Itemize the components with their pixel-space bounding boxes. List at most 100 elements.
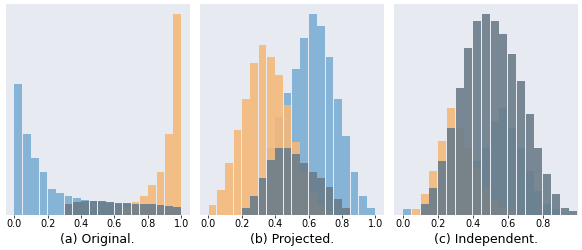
Bar <box>56 194 64 214</box>
Bar <box>464 48 473 214</box>
Bar <box>90 201 97 214</box>
Bar <box>115 204 122 214</box>
Bar <box>292 69 300 214</box>
Bar <box>430 188 437 214</box>
Bar <box>258 178 267 214</box>
Bar <box>123 207 131 214</box>
Bar <box>300 172 308 214</box>
Bar <box>526 114 534 214</box>
Bar <box>421 194 428 214</box>
Bar <box>317 26 325 214</box>
Bar <box>456 128 464 214</box>
Bar <box>140 196 148 214</box>
Bar <box>403 210 411 214</box>
Bar <box>491 201 499 214</box>
Bar <box>367 208 375 214</box>
Bar <box>421 204 428 214</box>
Bar <box>499 208 508 214</box>
Bar <box>560 208 569 214</box>
Bar <box>464 181 473 214</box>
Bar <box>569 211 577 214</box>
Bar <box>508 54 516 214</box>
Bar <box>140 204 148 214</box>
Bar <box>208 206 217 214</box>
Bar <box>132 204 139 214</box>
Bar <box>123 203 131 214</box>
Bar <box>242 99 250 214</box>
Bar <box>31 158 39 214</box>
Bar <box>482 14 490 214</box>
Bar <box>317 178 325 214</box>
Bar <box>90 201 97 214</box>
Bar <box>325 57 333 214</box>
Bar <box>526 171 534 214</box>
Bar <box>309 172 317 214</box>
Bar <box>250 206 258 214</box>
Bar <box>275 118 283 214</box>
Bar <box>499 108 508 214</box>
Bar <box>351 172 359 214</box>
Bar <box>412 210 420 214</box>
Bar <box>359 196 367 214</box>
Bar <box>473 168 481 214</box>
X-axis label: (b) Projected.: (b) Projected. <box>250 233 334 246</box>
Bar <box>258 44 267 214</box>
Bar <box>534 148 542 214</box>
Bar <box>267 57 275 214</box>
Bar <box>292 154 300 214</box>
Bar <box>447 108 455 214</box>
Bar <box>132 202 139 214</box>
Bar <box>342 136 350 214</box>
Bar <box>334 199 342 214</box>
Bar <box>107 202 114 214</box>
Bar <box>300 38 308 214</box>
Bar <box>482 188 490 214</box>
Bar <box>157 205 164 214</box>
Bar <box>552 194 560 214</box>
Bar <box>317 206 325 214</box>
Bar <box>491 21 499 214</box>
Bar <box>107 203 114 214</box>
X-axis label: (c) Independent.: (c) Independent. <box>434 233 538 246</box>
Bar <box>464 148 473 214</box>
Bar <box>81 200 89 214</box>
Bar <box>148 206 156 214</box>
Bar <box>157 172 164 214</box>
Bar <box>233 130 242 214</box>
Bar <box>132 205 139 214</box>
Bar <box>148 204 156 214</box>
Bar <box>456 201 464 214</box>
Bar <box>517 81 525 214</box>
Bar <box>157 207 164 214</box>
Bar <box>499 34 508 214</box>
Bar <box>491 121 499 214</box>
Bar <box>148 185 156 214</box>
Bar <box>115 203 122 214</box>
Bar <box>447 128 455 214</box>
Bar <box>284 93 292 214</box>
Bar <box>438 161 446 214</box>
Bar <box>325 212 333 214</box>
Bar <box>173 207 181 214</box>
Bar <box>217 190 225 214</box>
Bar <box>73 198 81 214</box>
Bar <box>517 148 525 214</box>
Bar <box>473 21 481 214</box>
Bar <box>48 189 56 214</box>
Bar <box>292 142 300 214</box>
Bar <box>325 187 333 214</box>
Bar <box>543 174 551 214</box>
Bar <box>98 202 106 214</box>
Bar <box>284 148 292 214</box>
Bar <box>165 206 173 214</box>
Bar <box>342 208 350 214</box>
Bar <box>65 196 72 214</box>
Bar <box>508 211 516 214</box>
Bar <box>482 148 490 214</box>
Bar <box>309 14 317 214</box>
Bar <box>225 163 233 214</box>
Bar <box>65 204 72 214</box>
Bar <box>534 191 542 214</box>
Bar <box>275 75 283 214</box>
Bar <box>275 148 283 214</box>
